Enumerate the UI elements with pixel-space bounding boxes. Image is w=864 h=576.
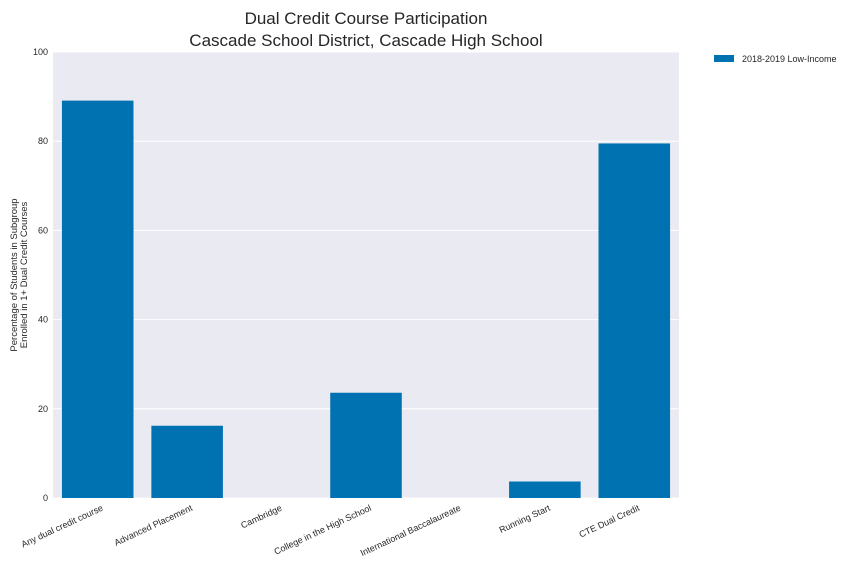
x-tick-label: Cambridge: [239, 503, 283, 531]
x-tick-label: CTE Dual Credit: [578, 503, 642, 540]
bar-any-dual-credit-course: [61, 100, 134, 498]
bar-advanced-placement: [151, 425, 223, 498]
chart-title-line-1: Dual Credit Course Participation: [245, 9, 488, 28]
x-tick-label: International Baccalaureate: [359, 503, 463, 558]
legend-label: 2018-2019 Low-Income: [742, 54, 837, 64]
bar-cte-dual-credit: [598, 143, 671, 498]
bar-running-start: [509, 481, 581, 498]
y-axis-label: Percentage of Students in Subgroup Enrol…: [9, 198, 30, 351]
y-axis-label-line-1: Percentage of Students in Subgroup: [9, 198, 20, 351]
y-tick-label: 0: [43, 493, 48, 503]
x-tick-label: Any dual credit course: [20, 503, 105, 550]
bars: [61, 100, 671, 498]
legend: 2018-2019 Low-Income: [714, 54, 837, 64]
y-axis-label-line-2: Enrolled in 1+ Dual Credit Courses: [19, 201, 30, 348]
x-tick-label: Advanced Placement: [113, 503, 195, 548]
bar-college-in-the-high-school: [330, 392, 402, 498]
y-tick-label: 60: [38, 225, 48, 235]
y-tick-label: 20: [38, 404, 48, 414]
y-tick-label: 100: [33, 47, 48, 57]
y-tick-label: 40: [38, 315, 48, 325]
x-tick-label: Running Start: [498, 503, 553, 536]
chart-title-line-2: Cascade School District, Cascade High Sc…: [189, 31, 542, 50]
legend-swatch: [714, 55, 734, 62]
x-axis-ticks: Any dual credit course Advanced Placement…: [20, 503, 642, 559]
y-tick-label: 80: [38, 136, 48, 146]
y-axis-ticks: 0 20 40 60 80 100: [33, 47, 48, 503]
